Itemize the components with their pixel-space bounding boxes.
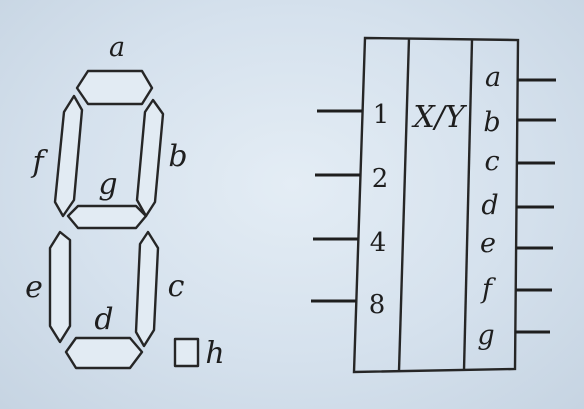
segment-b (135, 98, 165, 218)
input-label-8: 8 (369, 290, 386, 320)
decoder-outline (352, 36, 520, 374)
output-label-g: g (477, 320, 494, 351)
label-b: b (168, 139, 187, 174)
segment-d (64, 336, 144, 370)
output-label-f: f (480, 274, 496, 305)
segment-c (134, 230, 160, 348)
label-d: d (94, 302, 113, 337)
output-label-a: a (485, 62, 501, 93)
label-e: e (25, 270, 43, 305)
decoder-block: X/Y 1 2 4 8 a b c d e f g (311, 36, 556, 374)
output-label-b: b (483, 107, 500, 138)
seven-segment-display: a f b g e c d h (25, 32, 225, 371)
decoder-title: X/Y (411, 100, 467, 135)
decoder-divider-right (462, 39, 474, 371)
label-a: a (109, 32, 125, 63)
segment-g (66, 204, 148, 230)
output-label-c: c (484, 146, 499, 177)
input-label-2: 2 (372, 164, 389, 194)
output-label-d: d (481, 190, 498, 221)
decoder-divider-left (397, 37, 411, 372)
segment-h-box (173, 337, 200, 368)
label-f: f (30, 145, 48, 180)
label-c: c (168, 269, 185, 304)
segment-f (53, 94, 84, 218)
input-label-4: 4 (370, 228, 387, 258)
segment-e (48, 230, 72, 344)
label-g: g (98, 167, 117, 202)
segment-a (75, 69, 154, 106)
output-label-e: e (480, 228, 496, 259)
label-h: h (205, 336, 224, 371)
input-label-1: 1 (373, 100, 390, 130)
